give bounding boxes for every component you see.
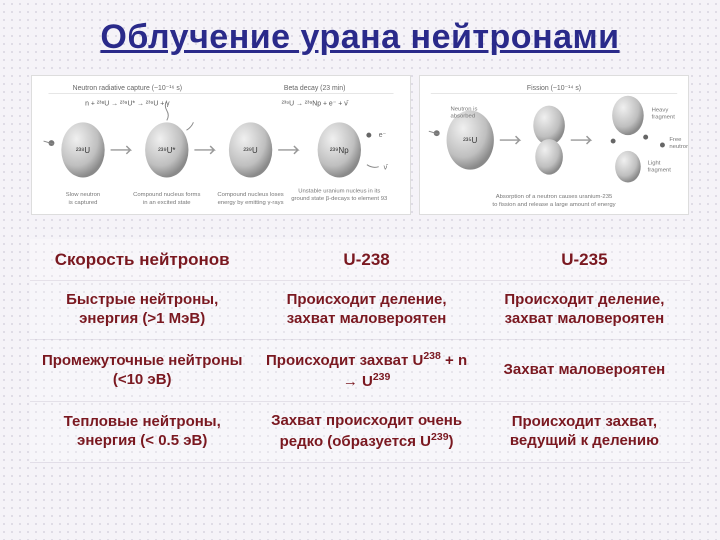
svg-text:²³⁹U → ²³⁹Np + e⁻ + ν̄: ²³⁹U → ²³⁹Np + e⁻ + ν̄ [282, 101, 349, 108]
svg-text:to fission and release a large: to fission and release a large amount of… [492, 202, 615, 208]
table-header-row: Скорость нейтронов U-238 U-235 [30, 239, 690, 281]
table-row: Промежуточные нейтроны (<10 эВ) Происход… [30, 339, 690, 402]
cell-u235: Захват маловероятен [479, 339, 690, 402]
svg-text:in an excited state: in an excited state [143, 200, 191, 206]
svg-text:Free: Free [669, 137, 682, 143]
col-header-speed: Скорость нейтронов [30, 239, 254, 281]
svg-text:²³⁵U: ²³⁵U [463, 136, 478, 145]
svg-text:²³⁹Np: ²³⁹Np [330, 146, 349, 155]
table-row: Быстрые нейтроны, энергия (>1 МэВ) Проис… [30, 281, 690, 340]
svg-text:energy by emitting γ-rays: energy by emitting γ-rays [218, 200, 284, 206]
cell-u238: Захват происходит очень редко (образуетс… [254, 402, 478, 463]
slide: Облучение урана нейтронами Neutron radia… [0, 0, 720, 540]
col-header-u238: U-238 [254, 239, 478, 281]
svg-text:Light: Light [648, 161, 661, 167]
svg-text:ν̄: ν̄ [384, 165, 388, 172]
svg-text:Slow neutron: Slow neutron [66, 192, 100, 198]
cell-speed: Тепловые нейтроны, энергия (< 0.5 эВ) [30, 402, 254, 463]
cell-speed: Промежуточные нейтроны (<10 эВ) [30, 339, 254, 402]
diagram-capture-sequence: Neutron radiative capture (~10⁻¹⁶ s) Bet… [31, 75, 411, 215]
cell-u238: Происходит захват U238 + n → U239 [254, 339, 478, 402]
cell-speed: Быстрые нейтроны, энергия (>1 МэВ) [30, 281, 254, 340]
svg-text:Compound nucleus forms: Compound nucleus forms [133, 192, 200, 198]
svg-text:fragment: fragment [652, 114, 676, 120]
svg-text:ground state β-decays to eleme: ground state β-decays to element 93 [291, 196, 388, 202]
svg-text:absorbed: absorbed [451, 113, 476, 119]
cell-u238: Происходит деление, захват маловероятен [254, 281, 478, 340]
table-row: Тепловые нейтроны, энергия (< 0.5 эВ) За… [30, 402, 690, 463]
svg-text:Absorption of a neutron causes: Absorption of a neutron causes uranium-2… [496, 194, 613, 200]
svg-text:neutrons: neutrons [669, 144, 688, 150]
svg-text:²³⁹U: ²³⁹U [243, 146, 258, 155]
diagram-fission: Fission (~10⁻¹⁴ s) ²³⁵U Neutron is absor… [419, 75, 689, 215]
svg-text:Beta decay (23 min): Beta decay (23 min) [284, 85, 346, 92]
diagram-row: Neutron radiative capture (~10⁻¹⁶ s) Bet… [30, 75, 690, 215]
svg-text:is captured: is captured [69, 200, 98, 206]
svg-text:²³⁹U*: ²³⁹U* [158, 146, 175, 155]
svg-text:Unstable uranium nucleus in it: Unstable uranium nucleus in its [298, 188, 380, 194]
neutron-table: Скорость нейтронов U-238 U-235 Быстрые н… [30, 239, 690, 463]
svg-text:n + ²³⁸U → ²³⁹U* → ²³⁹U + γ: n + ²³⁸U → ²³⁹U* → ²³⁹U + γ [85, 101, 170, 108]
svg-text:Neutron is: Neutron is [451, 107, 478, 113]
slide-title: Облучение урана нейтронами [30, 18, 690, 57]
svg-text:e⁻: e⁻ [379, 132, 387, 139]
svg-text:fragment: fragment [648, 168, 672, 174]
svg-text:Compound nucleus loses: Compound nucleus loses [217, 192, 283, 198]
cell-u235: Происходит захват, ведущий к делению [479, 402, 690, 463]
cell-u235: Происходит деление, захват маловероятен [479, 281, 690, 340]
svg-text:Neutron radiative capture (~10: Neutron radiative capture (~10⁻¹⁶ s) [73, 85, 182, 92]
col-header-u235: U-235 [479, 239, 690, 281]
svg-text:Heavy: Heavy [652, 107, 669, 113]
svg-text:²³⁸U: ²³⁸U [76, 146, 91, 155]
svg-text:Fission (~10⁻¹⁴ s): Fission (~10⁻¹⁴ s) [527, 85, 581, 92]
